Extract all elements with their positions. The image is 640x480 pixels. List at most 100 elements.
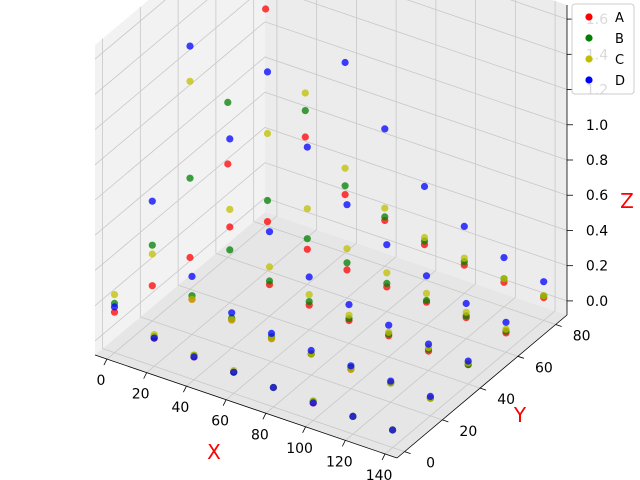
- data-point-b: [265, 277, 274, 285]
- y-tick-label: 20: [459, 424, 477, 440]
- data-point-b: [341, 182, 349, 190]
- z-gridline: [94, 162, 568, 306]
- data-point-a: [262, 5, 270, 13]
- data-point-c: [305, 291, 313, 299]
- x-gridline: [384, 0, 556, 455]
- x-tick-mark: [183, 385, 187, 393]
- data-point-d: [110, 303, 119, 311]
- data-point-a: [341, 191, 349, 199]
- data-point-a: [186, 253, 194, 262]
- x-tick-mark: [302, 426, 306, 434]
- data-point-c: [148, 250, 156, 258]
- floor-pane: [95, 212, 567, 458]
- data-point-b: [148, 241, 156, 249]
- x-gridline: [146, 0, 318, 373]
- data-point-c: [343, 245, 351, 253]
- x-tick-mark: [341, 440, 346, 447]
- data-point-d: [460, 222, 468, 230]
- data-point-d: [420, 182, 429, 191]
- x-gridline: [225, 0, 397, 401]
- data-point-d: [345, 301, 353, 309]
- data-point-b: [383, 279, 391, 287]
- data-point-a: [148, 282, 156, 290]
- data-point-b: [186, 174, 194, 182]
- data-point-d: [383, 241, 391, 249]
- y-gridline: [253, 0, 556, 325]
- data-point-b: [301, 107, 309, 115]
- data-point-d: [307, 346, 315, 355]
- x-tick-label: 100: [286, 441, 313, 457]
- y-tick-label: 80: [573, 329, 591, 345]
- x-axis-line: [94, 354, 398, 459]
- data-point-d: [422, 272, 431, 280]
- x-tick-label: 80: [251, 427, 269, 443]
- x-tick-label: 60: [211, 414, 229, 430]
- z-tick-label: 1.0: [586, 118, 608, 134]
- y-tick-label: 60: [535, 360, 553, 376]
- data-point-a: [301, 133, 309, 141]
- z-tick-label: 0.0: [586, 294, 608, 310]
- y-axis-label: Y: [513, 403, 527, 427]
- data-point-c: [301, 89, 309, 97]
- z-tick-label: 0.8: [586, 153, 608, 169]
- z-gridline: [94, 0, 568, 60]
- y-gridline: [215, 0, 519, 357]
- data-point-c: [110, 291, 119, 299]
- data-point-d: [186, 42, 194, 50]
- data-point-c: [345, 311, 353, 319]
- x-gridline: [345, 0, 516, 441]
- data-point-a: [343, 266, 351, 274]
- data-point-c: [226, 205, 234, 213]
- data-point-d: [226, 135, 234, 143]
- back-pane: [265, 0, 567, 315]
- scatter-points: [110, 5, 548, 434]
- y-tick-mark: [517, 355, 525, 359]
- x-tick-label: 120: [326, 454, 353, 470]
- data-point-b: [343, 259, 351, 267]
- legend-box: [571, 3, 635, 95]
- data-point-c: [460, 254, 468, 262]
- z-axis-label: Z: [620, 189, 634, 213]
- data-point-d: [269, 383, 277, 392]
- data-point-c: [383, 269, 391, 277]
- data-point-d: [540, 278, 548, 286]
- legend-marker-a: [585, 13, 593, 21]
- x-tick-label: 0: [96, 373, 105, 389]
- data-point-c: [422, 289, 431, 297]
- data-point-b: [381, 213, 389, 221]
- y-tick-mark: [404, 451, 411, 455]
- data-point-d: [148, 197, 156, 205]
- y-tick-mark: [555, 324, 562, 327]
- data-point-d: [267, 329, 276, 337]
- z-tick-label: 0.6: [586, 188, 608, 204]
- data-point-d: [424, 340, 433, 348]
- x-tick-mark: [262, 413, 267, 420]
- data-point-b: [224, 98, 232, 106]
- data-point-d: [188, 272, 196, 280]
- data-point-c: [381, 204, 389, 212]
- data-point-d: [426, 392, 434, 400]
- data-point-c: [265, 263, 274, 271]
- x-tick-mark: [381, 453, 386, 461]
- y-tick-mark: [442, 419, 449, 423]
- y-tick-label: 0: [426, 456, 435, 472]
- y-gridline: [139, 6, 443, 421]
- legend-label-a: A: [615, 11, 624, 26]
- x-tick-mark: [143, 372, 148, 379]
- data-point-b: [263, 196, 272, 205]
- x-tick-label: 140: [366, 468, 393, 480]
- data-point-d: [263, 68, 272, 76]
- z-gridline: [94, 91, 568, 236]
- data-point-a: [226, 223, 234, 231]
- data-point-d: [230, 368, 238, 376]
- data-point-a: [303, 245, 311, 253]
- data-point-c: [228, 316, 236, 324]
- x-gridline: [305, 0, 477, 428]
- data-point-b: [226, 246, 234, 254]
- y-tick-mark: [479, 387, 487, 391]
- z-gridline: [94, 0, 568, 130]
- x-gridline: [106, 0, 278, 360]
- data-point-d: [464, 357, 472, 365]
